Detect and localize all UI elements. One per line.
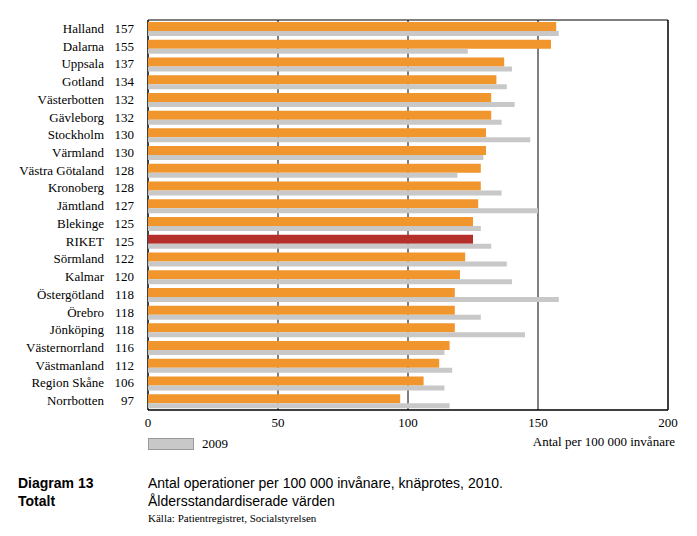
svg-text:125: 125 (115, 234, 135, 249)
svg-text:Gotland: Gotland (62, 74, 104, 89)
svg-text:Västmanland: Västmanland (35, 358, 104, 373)
svg-text:155: 155 (115, 39, 135, 54)
html-text:Källa: Patientregistret, Socia: Källa: Patientregistret, Socialstyrelsen (148, 512, 317, 524)
svg-text:200: 200 (658, 415, 678, 430)
svg-text:Östergötland: Östergötland (37, 287, 104, 302)
svg-text:Uppsala: Uppsala (61, 56, 104, 71)
svg-text:118: 118 (115, 322, 134, 337)
html-text:2009: 2009 (202, 436, 228, 451)
svg-text:106: 106 (115, 375, 135, 390)
svg-text:137: 137 (115, 56, 135, 71)
svg-text:122: 122 (115, 251, 135, 266)
svg-text:97: 97 (121, 393, 135, 408)
svg-text:Dalarna: Dalarna (63, 39, 104, 54)
svg-text:50: 50 (272, 415, 285, 430)
svg-text:Region Skåne: Region Skåne (31, 375, 104, 390)
html-text:Åldersstandardiserade värden: Åldersstandardiserade värden (148, 493, 335, 509)
svg-text:112: 112 (115, 358, 134, 373)
html-text:Antal per 100 000 invånare: Antal per 100 000 invånare (532, 434, 675, 449)
svg-text:RIKET: RIKET (66, 234, 104, 249)
svg-text:Västernorrland: Västernorrland (26, 340, 104, 355)
svg-text:100: 100 (398, 415, 418, 430)
svg-text:Jönköping: Jönköping (50, 322, 105, 337)
svg-text:Halland: Halland (63, 21, 105, 36)
svg-text:118: 118 (115, 305, 134, 320)
svg-text:150: 150 (528, 415, 548, 430)
html-text:Totalt: Totalt (18, 493, 56, 509)
html-text:Diagram 13: Diagram 13 (18, 475, 94, 491)
svg-text:Västerbotten: Västerbotten (38, 92, 105, 107)
svg-text:Gävleborg: Gävleborg (49, 110, 104, 125)
svg-text:116: 116 (115, 340, 135, 355)
svg-text:128: 128 (115, 163, 135, 178)
svg-text:132: 132 (115, 92, 135, 107)
svg-text:Stockholm: Stockholm (48, 127, 104, 142)
svg-text:Västra Götaland: Västra Götaland (19, 163, 104, 178)
svg-text:Värmland: Värmland (52, 145, 104, 160)
svg-text:125: 125 (115, 216, 135, 231)
html-text:Antal operationer per 100 000: Antal operationer per 100 000 invånare, … (148, 475, 503, 491)
svg-text:128: 128 (115, 180, 135, 195)
svg-text:134: 134 (115, 74, 135, 89)
svg-text:120: 120 (115, 269, 135, 284)
svg-text:Örebro: Örebro (67, 305, 104, 320)
svg-text:118: 118 (115, 287, 134, 302)
svg-text:157: 157 (115, 21, 135, 36)
svg-text:Blekinge: Blekinge (57, 216, 104, 231)
svg-text:Kronoberg: Kronoberg (48, 180, 105, 195)
svg-text:130: 130 (115, 145, 135, 160)
svg-text:130: 130 (115, 127, 135, 142)
svg-text:Jämtland: Jämtland (57, 198, 104, 213)
svg-text:132: 132 (115, 110, 135, 125)
svg-text:Norrbotten: Norrbotten (47, 393, 105, 408)
svg-text:Kalmar: Kalmar (65, 269, 105, 284)
svg-text:Sörmland: Sörmland (53, 251, 104, 266)
svg-text:127: 127 (115, 198, 135, 213)
svg-text:0: 0 (145, 415, 152, 430)
